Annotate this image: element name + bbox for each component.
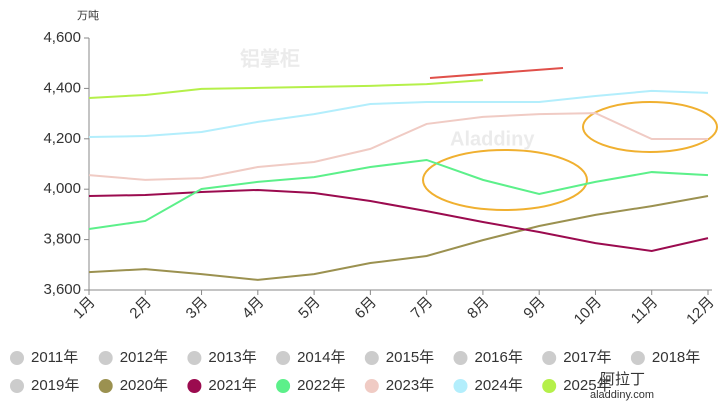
legend-label: 2024年 [475, 377, 523, 394]
legend-marker [542, 379, 557, 393]
series-line [88, 158, 709, 231]
legend-marker [276, 379, 291, 393]
series-line [88, 79, 483, 99]
series-line [88, 195, 709, 281]
y-tick-label: 4,400 [43, 79, 81, 96]
x-tick-label: 2月 [126, 294, 155, 323]
y-tick-label: 3,800 [43, 231, 81, 248]
legend-label: 2025年 [563, 377, 611, 394]
legend-label: 2012年 [120, 349, 168, 366]
x-tick-label: 12月 [683, 294, 717, 328]
y-tick-label: 4,200 [43, 130, 81, 147]
legend-label: 2020年 [120, 377, 168, 394]
legend-label: 2017年 [563, 349, 611, 366]
legend-marker [187, 379, 202, 393]
legend-label: 2019年 [31, 377, 79, 394]
x-tick-label: 3月 [183, 294, 212, 323]
series-line [88, 112, 708, 181]
watermark: 铝掌柜 [240, 46, 300, 70]
legend-marker [453, 351, 468, 365]
legend-marker [364, 351, 379, 365]
legend-label: 2018年 [652, 349, 700, 366]
series-line [88, 188, 709, 252]
watermark: Aladdiny [450, 128, 535, 150]
x-tick-label: 10月 [571, 294, 605, 328]
y-axis-unit: 万吨 [77, 9, 99, 22]
x-tick-label: 8月 [464, 294, 493, 323]
x-tick-label: 7月 [408, 294, 437, 323]
legend-marker [187, 351, 202, 365]
logo-url: aladdiny.com [590, 389, 654, 401]
series-line [88, 89, 709, 139]
legend-marker [98, 351, 113, 365]
y-tick-label: 3,600 [43, 281, 81, 298]
y-tick-label: 4,600 [43, 29, 81, 46]
highlight-ellipse [582, 101, 718, 153]
annotation-line [429, 67, 564, 79]
x-tick-label: 4月 [239, 294, 268, 323]
x-tick-label: 11月 [628, 294, 662, 328]
legend-marker [98, 379, 113, 393]
legend-marker [10, 379, 24, 393]
legend-label: 2021年 [208, 377, 256, 394]
legend-marker [10, 351, 24, 365]
legend-marker [542, 351, 557, 365]
x-tick-label: 9月 [520, 294, 549, 323]
legend-marker [630, 351, 645, 365]
legend-label: 2013年 [208, 349, 256, 366]
legend-label: 2016年 [475, 349, 523, 366]
x-tick-label: 5月 [295, 294, 324, 323]
legend-marker [364, 379, 379, 393]
legend-marker [453, 379, 468, 393]
highlight-ellipse [422, 149, 588, 211]
logo: 阿拉丁 [600, 371, 645, 388]
legend-label: 2023年 [386, 377, 434, 394]
x-tick-label: 6月 [351, 294, 380, 323]
legend-label: 2011年 [31, 349, 78, 366]
legend-label: 2015年 [386, 349, 434, 366]
legend-marker [276, 351, 291, 365]
legend-label: 2014年 [297, 349, 345, 366]
y-tick-label: 4,000 [43, 180, 81, 197]
legend-label: 2022年 [297, 377, 345, 394]
